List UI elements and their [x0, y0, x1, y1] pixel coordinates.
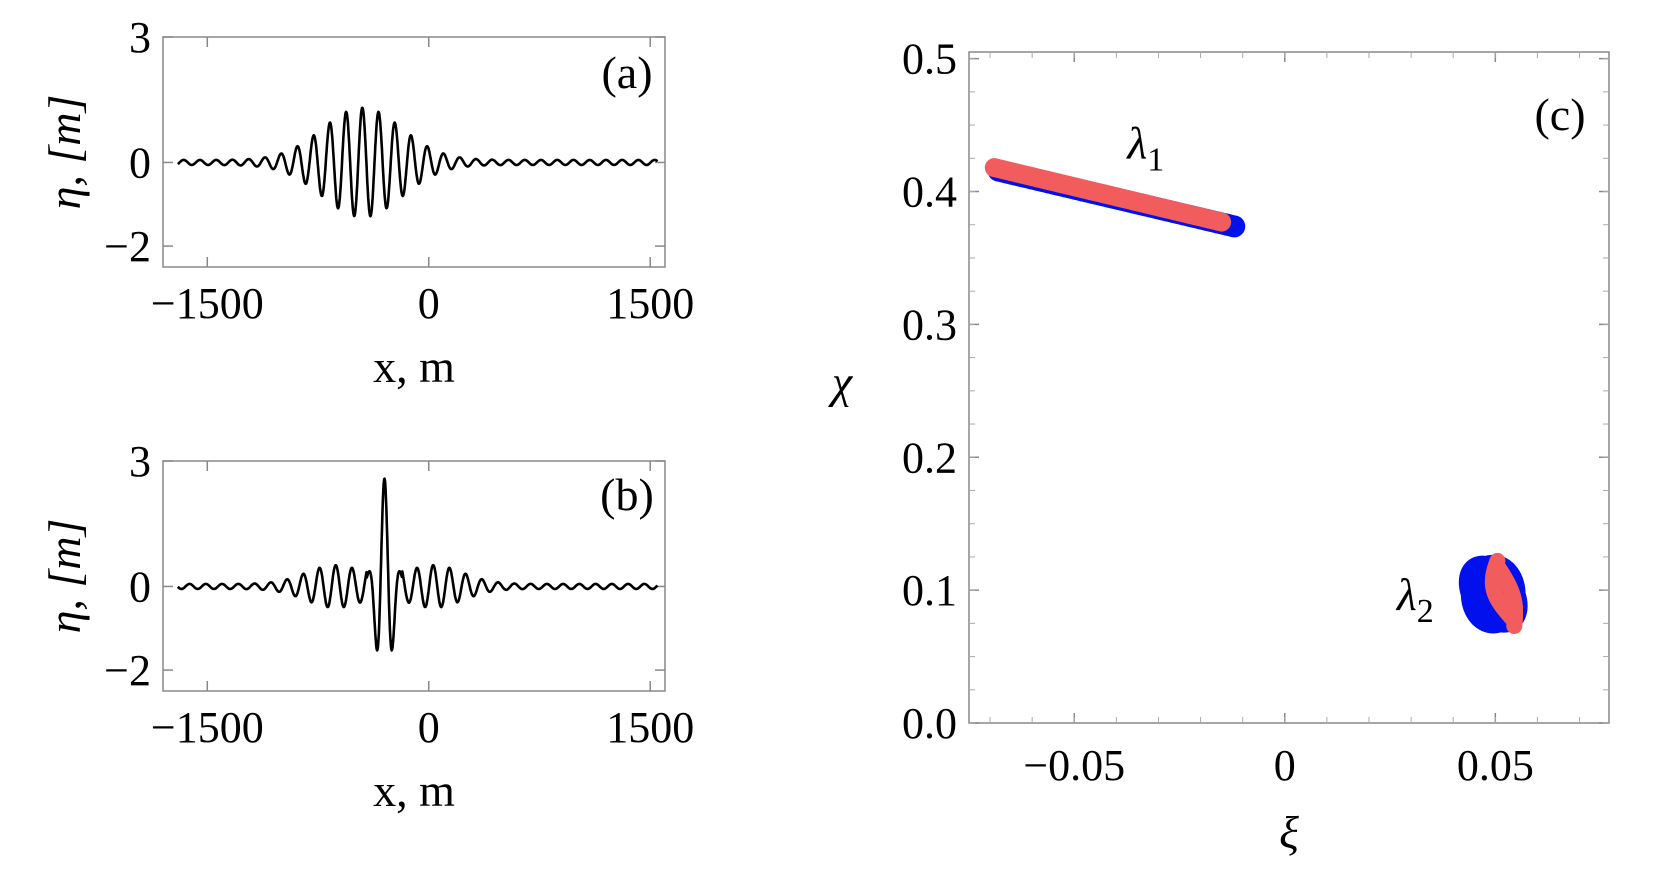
y-tick-label: 0.2 [902, 433, 957, 482]
series-red [984, 158, 1524, 635]
annotation-lambda-1: λ1 [1125, 117, 1164, 178]
y-tick-label: 0.5 [902, 35, 957, 84]
y-axis-label: η, [m] [39, 519, 90, 634]
panel-a: −1500 0 1500 −2 0 3 x, m η, [m] (a) [39, 13, 694, 392]
data-point [1212, 212, 1232, 232]
x-axis-label: ξ [1279, 807, 1299, 858]
y-axis-label: χ [828, 357, 854, 408]
y-tick-label: −2 [104, 222, 151, 271]
annotation-symbol: λ [1125, 117, 1147, 168]
x-tick-label: 0 [418, 703, 440, 752]
y-tick-label: 0.4 [902, 168, 957, 217]
x-tick-label: 0.05 [1457, 741, 1534, 790]
x-axis-label: x, m [373, 341, 455, 392]
y-tick-label: −2 [104, 646, 151, 695]
panel-b: −1500 0 1500 −2 0 3 x, m η, [m] (b) [39, 437, 694, 816]
y-tick-label: 3 [129, 437, 151, 486]
x-tick-label: −1500 [151, 279, 264, 328]
plot-frame [162, 36, 666, 268]
series-blue [987, 159, 1528, 634]
y-tick-label: 0 [129, 562, 151, 611]
y-tick-label: 0.3 [902, 300, 957, 349]
y-tick-label: 3 [129, 13, 151, 62]
panel-label: (b) [600, 469, 654, 520]
x-tick-label: 1500 [606, 703, 694, 752]
wave-line [176, 106, 659, 218]
annotation-lambda-2: λ2 [1395, 569, 1434, 630]
annotation-symbol: λ [1395, 569, 1417, 620]
annotation-subscript: 2 [1417, 593, 1434, 630]
x-tick-label: −1500 [151, 703, 264, 752]
annotation-subscript: 1 [1147, 141, 1164, 178]
y-tick-label: 0.1 [902, 566, 957, 615]
y-tick-label: 0.0 [902, 699, 957, 748]
wave-line [176, 477, 659, 652]
plot-frame [162, 460, 666, 692]
data-point [1506, 618, 1523, 635]
x-axis-label: x, m [373, 765, 455, 816]
x-tick-label: 0 [1274, 741, 1296, 790]
panel-label: (a) [601, 47, 652, 98]
y-axis-label: η, [m] [39, 95, 90, 210]
y-tick-label: 0 [129, 138, 151, 187]
x-tick-label: −0.05 [1023, 741, 1125, 790]
x-tick-label: 1500 [606, 279, 694, 328]
x-tick-label: 0 [418, 279, 440, 328]
plot-frame [968, 51, 1610, 724]
panel-label: (c) [1534, 89, 1585, 140]
